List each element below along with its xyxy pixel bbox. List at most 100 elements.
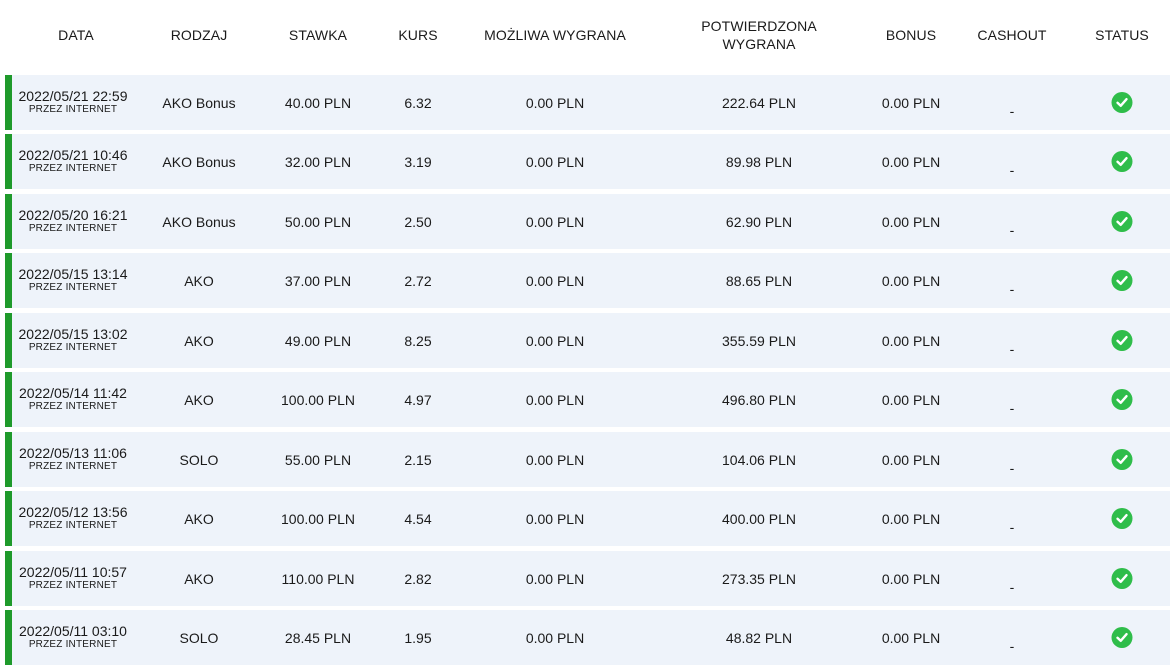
bet-datetime: 2022/05/12 13:56	[18, 504, 128, 520]
cell-status	[1111, 313, 1133, 368]
won-check-icon	[1111, 211, 1133, 232]
cell-bonus: 0.00 PLN	[881, 153, 941, 170]
cell-status	[1111, 194, 1133, 249]
cell-cashout: -	[1009, 161, 1015, 178]
cell-bonus: 0.00 PLN	[881, 213, 941, 230]
row-status-marker	[5, 253, 12, 308]
cell-type: AKO	[184, 570, 214, 587]
cell-cashout: -	[1009, 518, 1015, 535]
cell-odds: 6.32	[404, 94, 432, 111]
bet-source: PRZEZ INTERNET	[28, 639, 118, 650]
cell-stake: 100.00 PLN	[281, 391, 355, 408]
bet-source: PRZEZ INTERNET	[28, 342, 118, 353]
won-check-icon	[1111, 92, 1133, 113]
cell-confirmed-win: 496.80 PLN	[722, 391, 796, 408]
column-header-bonus[interactable]: BONUS	[885, 27, 937, 43]
column-header-odds[interactable]: KURS	[398, 27, 438, 43]
column-header-confirmed-win[interactable]: POTWIERDZONA WYGRANA	[701, 0, 817, 70]
cell-odds: 4.54	[404, 510, 432, 527]
bet-datetime: 2022/05/13 11:06	[19, 445, 127, 461]
won-check-icon	[1111, 449, 1133, 470]
row-status-marker	[5, 194, 12, 249]
cell-cashout: -	[1009, 102, 1015, 119]
table-row[interactable]: 2022/05/12 13:56 PRZEZ INTERNET AKO 100.00 …	[5, 491, 1170, 546]
cell-confirmed-win: 104.06 PLN	[722, 451, 796, 468]
cell-bonus: 0.00 PLN	[881, 94, 941, 111]
cell-date: 2022/05/13 11:06 PRZEZ INTERNET	[8, 432, 138, 487]
column-header-date[interactable]: DATA	[58, 27, 94, 43]
column-header-status[interactable]: STATUS	[1095, 27, 1149, 43]
cell-bonus: 0.00 PLN	[881, 332, 941, 349]
cell-date: 2022/05/11 10:57 PRZEZ INTERNET	[8, 551, 138, 606]
bet-source: PRZEZ INTERNET	[28, 282, 118, 293]
column-header-possible-win[interactable]: MOŻLIWA WYGRANA	[484, 27, 626, 43]
cell-confirmed-win: 222.64 PLN	[722, 94, 796, 111]
cell-bonus: 0.00 PLN	[881, 570, 941, 587]
cell-odds: 2.72	[404, 272, 432, 289]
cell-status	[1111, 432, 1133, 487]
table-row[interactable]: 2022/05/21 22:59 PRZEZ INTERNET AKO Bonus 4…	[5, 75, 1170, 130]
table-row[interactable]: 2022/05/21 10:46 PRZEZ INTERNET AKO Bonus 3…	[5, 134, 1170, 189]
table-row[interactable]: 2022/05/13 11:06 PRZEZ INTERNET SOLO 55.00 …	[5, 432, 1170, 487]
cell-stake: 40.00 PLN	[284, 94, 352, 111]
table-row[interactable]: 2022/05/15 13:02 PRZEZ INTERNET AKO 49.00 P…	[5, 313, 1170, 368]
won-check-icon	[1111, 568, 1133, 589]
won-check-icon	[1111, 627, 1133, 648]
cell-status	[1111, 253, 1133, 308]
cell-date: 2022/05/11 03:10 PRZEZ INTERNET	[8, 610, 138, 665]
row-status-marker	[5, 432, 12, 487]
cell-type: SOLO	[179, 451, 219, 468]
row-status-marker	[5, 75, 12, 130]
cell-possible-win: 0.00 PLN	[525, 451, 585, 468]
cell-possible-win: 0.00 PLN	[525, 213, 585, 230]
cell-confirmed-win: 88.65 PLN	[725, 272, 793, 289]
cell-confirmed-win: 273.35 PLN	[722, 570, 796, 587]
column-header-type[interactable]: RODZAJ	[170, 27, 228, 43]
bet-datetime: 2022/05/20 16:21	[18, 207, 128, 223]
table-row[interactable]: 2022/05/14 11:42 PRZEZ INTERNET AKO 100.00 …	[5, 372, 1170, 427]
row-status-marker	[5, 491, 12, 546]
bet-source: PRZEZ INTERNET	[28, 520, 118, 531]
cell-possible-win: 0.00 PLN	[525, 94, 585, 111]
bet-source: PRZEZ INTERNET	[28, 223, 118, 234]
cell-cashout: -	[1009, 578, 1015, 595]
table-row[interactable]: 2022/05/11 10:57 PRZEZ INTERNET AKO 110.00 …	[5, 551, 1170, 606]
cell-stake: 100.00 PLN	[281, 510, 355, 527]
row-status-marker	[5, 610, 12, 665]
bet-datetime: 2022/05/11 10:57	[19, 564, 127, 580]
cell-cashout: -	[1009, 340, 1015, 357]
table-row[interactable]: 2022/05/11 03:10 PRZEZ INTERNET SOLO 28.45 …	[5, 610, 1170, 665]
cell-type: AKO Bonus	[162, 213, 236, 230]
won-check-icon	[1111, 508, 1133, 529]
bet-source: PRZEZ INTERNET	[28, 401, 118, 412]
column-header-stake[interactable]: STAWKA	[288, 27, 348, 43]
cell-status	[1111, 134, 1133, 189]
cell-date: 2022/05/20 16:21 PRZEZ INTERNET	[8, 194, 138, 249]
cell-confirmed-win: 89.98 PLN	[725, 153, 793, 170]
cell-stake: 110.00 PLN	[281, 570, 355, 587]
cell-status	[1111, 372, 1133, 427]
table-row[interactable]: 2022/05/20 16:21 PRZEZ INTERNET AKO Bonus 5…	[5, 194, 1170, 249]
row-status-marker	[5, 372, 12, 427]
cell-date: 2022/05/21 22:59 PRZEZ INTERNET	[8, 75, 138, 130]
cell-stake: 37.00 PLN	[284, 272, 352, 289]
row-status-marker	[5, 551, 12, 606]
column-header-cashout[interactable]: CASHOUT	[977, 27, 1047, 43]
cell-possible-win: 0.00 PLN	[525, 332, 585, 349]
cell-bonus: 0.00 PLN	[881, 510, 941, 527]
won-check-icon	[1111, 330, 1133, 351]
cell-possible-win: 0.00 PLN	[525, 570, 585, 587]
cell-possible-win: 0.00 PLN	[525, 391, 585, 408]
bet-datetime: 2022/05/15 13:02	[18, 326, 128, 342]
bet-datetime: 2022/05/14 11:42	[19, 385, 127, 401]
cell-bonus: 0.00 PLN	[881, 629, 941, 646]
cell-type: AKO Bonus	[162, 94, 236, 111]
cell-type: AKO	[184, 391, 214, 408]
cell-stake: 49.00 PLN	[284, 332, 352, 349]
cell-cashout: -	[1009, 459, 1015, 476]
cell-odds: 8.25	[404, 332, 432, 349]
cell-type: AKO	[184, 272, 214, 289]
won-check-icon	[1111, 151, 1133, 172]
table-row[interactable]: 2022/05/15 13:14 PRZEZ INTERNET AKO 37.00 P…	[5, 253, 1170, 308]
bet-datetime: 2022/05/15 13:14	[18, 266, 128, 282]
